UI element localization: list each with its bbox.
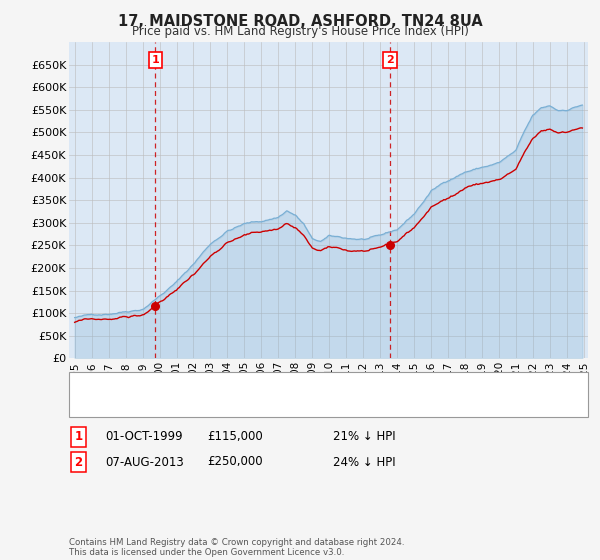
Text: 2: 2: [74, 455, 83, 469]
Text: 2: 2: [386, 55, 394, 65]
Text: 17, MAIDSTONE ROAD, ASHFORD, TN24 8UA: 17, MAIDSTONE ROAD, ASHFORD, TN24 8UA: [118, 14, 482, 29]
Text: 07-AUG-2013: 07-AUG-2013: [105, 455, 184, 469]
Text: 01-OCT-1999: 01-OCT-1999: [105, 430, 182, 444]
Text: Contains HM Land Registry data © Crown copyright and database right 2024.
This d: Contains HM Land Registry data © Crown c…: [69, 538, 404, 557]
Text: £250,000: £250,000: [207, 455, 263, 469]
Text: 24% ↓ HPI: 24% ↓ HPI: [333, 455, 395, 469]
Text: £115,000: £115,000: [207, 430, 263, 444]
Text: 21% ↓ HPI: 21% ↓ HPI: [333, 430, 395, 444]
Text: 1: 1: [151, 55, 159, 65]
Text: 1: 1: [74, 430, 83, 444]
Text: Price paid vs. HM Land Registry's House Price Index (HPI): Price paid vs. HM Land Registry's House …: [131, 25, 469, 38]
Text: HPI: Average price, detached house, Ashford: HPI: Average price, detached house, Ashf…: [114, 400, 358, 410]
Text: 17, MAIDSTONE ROAD, ASHFORD, TN24 8UA (detached house): 17, MAIDSTONE ROAD, ASHFORD, TN24 8UA (d…: [114, 380, 458, 390]
